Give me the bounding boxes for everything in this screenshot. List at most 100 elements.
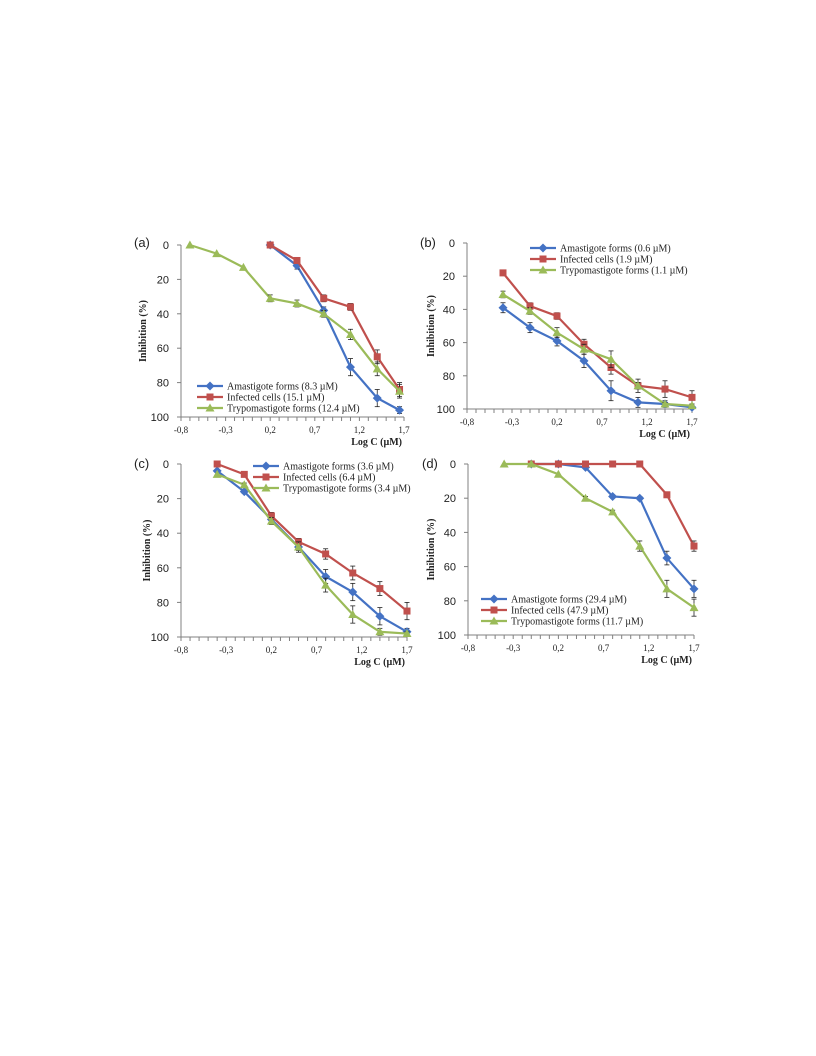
y-tick-label: 100 [437,404,455,416]
legend-marker [538,265,548,274]
data-point [372,364,382,373]
data-point [552,336,562,346]
data-point [582,460,590,468]
y-tick-label: 20 [443,271,455,283]
data-point [635,493,645,503]
data-point [321,571,331,581]
data-point [689,584,699,594]
data-point [636,460,644,468]
legend-entry: Amastigote forms (3.6 µM) [283,462,394,473]
data-point [294,542,304,551]
data-point [579,344,589,353]
data-point [320,294,328,302]
y-tick-label: 80 [444,596,456,608]
data-point [239,480,249,489]
data-point [375,611,385,621]
data-point [606,354,616,363]
data-point [395,386,405,395]
legend: Amastigote forms (0.6 µM)Infected cells … [530,243,688,277]
x-tick-label: 0,2 [553,643,564,653]
data-point [688,393,696,401]
data-point [526,302,534,310]
data-point [373,353,381,361]
y-tick-label: 20 [157,274,169,286]
x-axis-title: Log C (µM) [351,437,402,448]
x-tick-label: 1,2 [356,645,367,655]
data-point [345,362,355,372]
y-tick-label: 100 [438,630,456,642]
series-line [269,244,401,391]
data-point [498,303,508,313]
x-tick-label: 1,7 [686,417,698,427]
legend-entry: Trypomastigote forms (3.4 µM) [283,484,411,495]
series-triangle [498,289,697,410]
data-point [553,312,561,320]
data-point [345,329,355,338]
data-point [238,262,248,271]
data-point [293,256,301,264]
x-tick-label: -0,8 [461,643,476,653]
series-triangle [212,469,412,638]
series-line [502,293,693,407]
data-point [349,569,357,577]
x-tick-label: -0,8 [460,417,475,427]
series-square [499,269,696,405]
legend-entry: Trypomastigote forms (11.7 µM) [511,617,643,628]
data-point [579,356,589,366]
y-tick-label: 40 [157,528,169,540]
legend-marker [489,594,499,604]
y-tick-label: 60 [157,563,169,575]
data-point [321,580,331,589]
legend-marker [489,616,499,625]
legend-entry: Amastigote forms (0.6 µM) [560,244,671,255]
data-point [403,607,411,615]
data-point [348,610,358,619]
data-point [266,241,274,249]
legend-entry: Infected cells (47.9 µM) [511,606,608,617]
x-tick-label: 1,7 [688,643,700,653]
data-point [525,306,535,315]
x-tick-label: -0,3 [219,645,234,655]
series-line [502,272,693,399]
series-line [504,462,695,609]
data-point [346,303,354,311]
data-point [499,459,509,468]
x-tick-label: -0,8 [174,645,189,655]
data-point [553,469,563,478]
data-point [266,516,276,525]
data-point [660,399,670,408]
panel-label: (b) [420,235,436,250]
chart-panel-a: (a) 0 20 40 60 80 100 -0,8 -0,3 0,2 0,7 1,2 1,7 Log C… [134,235,410,448]
data-point [581,493,591,502]
data-point [525,323,535,333]
data-point [635,541,645,550]
series-line [216,470,408,633]
chart-panel-d: (d) 0 20 40 60 80 100 -0,8 -0,3 0,2 0,7 1,2 1,7 Log C… [422,456,700,666]
legend-entry: Amastigote forms (29.4 µM) [511,595,627,606]
legend-entry: Trypomastigote forms (12.4 µM) [227,404,360,415]
series-triangle [185,240,405,399]
panel-label: (c) [134,456,149,471]
y-axis-title: Inhibition (%) [142,520,153,582]
x-axis-title: Log C (µM) [639,429,690,440]
data-point [609,460,617,468]
x-tick-label: 0,2 [551,417,562,427]
data-point [526,459,536,468]
data-point [319,309,329,318]
legend-entry: Amastigote forms (8.3 µM) [227,382,338,393]
data-point [348,587,358,597]
x-axis-title: Log C (µM) [641,655,692,666]
y-tick-label: 100 [151,412,169,424]
data-point [690,542,698,550]
series-diamond [526,459,699,598]
legend-marker [538,243,548,253]
data-point [689,603,699,612]
chart-panel-b: (b) 0 20 40 60 80 100 -0,8 -0,3 0,2 0,7 1,2 1,7 Log C… [420,235,698,440]
legend-marker [262,473,270,481]
data-point [265,293,275,302]
y-tick-label: 40 [444,527,456,539]
y-tick-label: 0 [163,459,169,471]
data-point [661,385,669,393]
data-point [372,393,382,403]
x-tick-label: -0,8 [174,425,189,435]
